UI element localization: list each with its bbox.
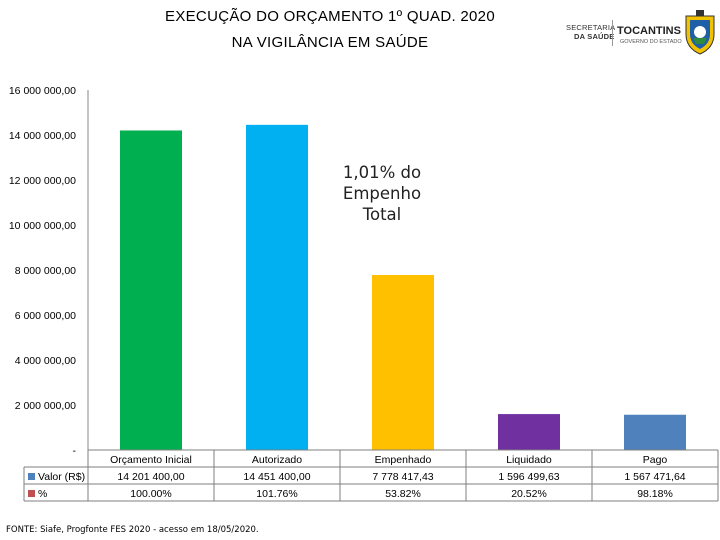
table-cell: 14 201 400,00 bbox=[117, 471, 184, 483]
secretaria-logo-line1: SECRETARIA bbox=[566, 23, 616, 32]
annotation-line2: Empenho bbox=[342, 184, 422, 203]
bars-layer bbox=[120, 124, 686, 450]
y-tick-label: 4 000 000,00 bbox=[15, 355, 76, 367]
y-tick-label: 10 000 000,00 bbox=[9, 220, 76, 232]
y-tick-label: 6 000 000,00 bbox=[15, 310, 76, 322]
legend-marker bbox=[28, 490, 35, 497]
annotation-line1: 1,01% do bbox=[342, 163, 422, 182]
table-cell: 98.18% bbox=[637, 488, 673, 500]
annotation-line3: Total bbox=[362, 205, 402, 224]
chart-title-line1: EXECUÇÃO DO ORÇAMENTO 1º QUAD. 2020 bbox=[165, 8, 495, 25]
y-tick-label: 2 000 000,00 bbox=[15, 400, 76, 412]
x-tick-label: Orçamento Inicial bbox=[110, 454, 192, 466]
x-tick-label: Liquidado bbox=[506, 454, 552, 466]
state-crest-icon bbox=[685, 10, 715, 55]
axis-layer: - 2 000 000,00 4 000 000,00 6 000 000,00 8 0… bbox=[9, 85, 89, 496]
logo-divider bbox=[612, 20, 613, 46]
chart-title-line2: NA VIGILÂNCIA EM SAÚDE bbox=[231, 34, 429, 51]
y-tick-label: 14 000 000,00 bbox=[9, 130, 76, 142]
table-cell: 101.76% bbox=[256, 488, 297, 500]
table-cell: 7 778 417,43 bbox=[372, 471, 433, 483]
bar-2 bbox=[246, 124, 308, 450]
y-tick-label: - bbox=[73, 445, 77, 457]
table-row-label: % bbox=[38, 488, 47, 500]
x-tick-label: Pago bbox=[643, 454, 668, 466]
annotation: 1,01% do Empenho Total bbox=[330, 162, 434, 225]
table-cell: 20.52% bbox=[511, 488, 547, 500]
y-tick-label: 16 000 000,00 bbox=[9, 85, 76, 97]
table-cell: 1 567 471,64 bbox=[624, 471, 685, 483]
tocantins-logo-text: TOCANTINS bbox=[617, 25, 681, 37]
y-tick-label: 12 000 000,00 bbox=[9, 175, 76, 187]
table-cell: 100.00% bbox=[130, 488, 171, 500]
bar-1 bbox=[120, 130, 182, 450]
bar-4 bbox=[498, 414, 560, 450]
header-logos: SECRETARIA DA SAÚDE TOCANTINS GOVERNO DO… bbox=[562, 8, 718, 56]
bar-3 bbox=[372, 274, 434, 450]
y-tick-label: 8 000 000,00 bbox=[15, 265, 76, 277]
x-tick-label: Empenhado bbox=[375, 454, 432, 466]
data-table: Orçamento Inicial Autorizado Empenhado Liqu… bbox=[23, 449, 719, 502]
table-row-label: Valor (R$) bbox=[38, 471, 85, 483]
table-cell: 14 451 400,00 bbox=[243, 471, 310, 483]
table-cell: 53.82% bbox=[385, 488, 421, 500]
tocantins-logo-sub: GOVERNO DO ESTADO bbox=[620, 39, 682, 45]
source-note: FONTE: Siafe, Progfonte FES 2020 - acess… bbox=[6, 525, 259, 535]
x-tick-label: Autorizado bbox=[252, 454, 302, 466]
table-cell: 1 596 499,63 bbox=[498, 471, 559, 483]
bar-5 bbox=[624, 414, 686, 450]
secretaria-logo-line2: DA SAÚDE bbox=[574, 32, 615, 41]
legend-marker bbox=[28, 473, 35, 480]
